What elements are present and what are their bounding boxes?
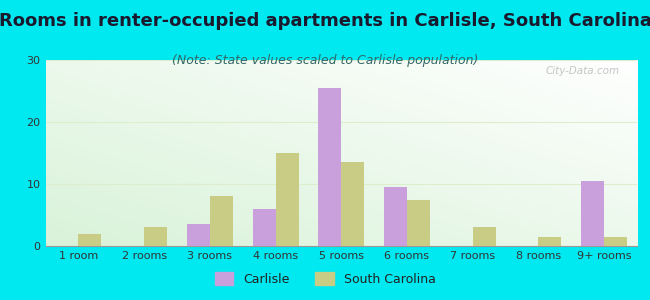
Bar	[341, 162, 364, 246]
Bar	[252, 209, 276, 246]
Bar	[407, 200, 430, 246]
Text: City-Data.com: City-Data.com	[545, 66, 619, 76]
Bar	[79, 234, 101, 246]
Bar	[604, 237, 627, 246]
Bar	[144, 227, 167, 246]
Legend: Carlisle, South Carolina: Carlisle, South Carolina	[209, 267, 441, 291]
Bar	[384, 187, 407, 246]
Bar	[473, 227, 496, 246]
Text: Rooms in renter-occupied apartments in Carlisle, South Carolina: Rooms in renter-occupied apartments in C…	[0, 12, 650, 30]
Bar	[538, 237, 562, 246]
Bar	[210, 196, 233, 246]
Bar	[276, 153, 298, 246]
Bar	[581, 181, 604, 246]
Text: (Note: State values scaled to Carlisle population): (Note: State values scaled to Carlisle p…	[172, 54, 478, 67]
Bar	[187, 224, 210, 246]
Bar	[318, 88, 341, 246]
